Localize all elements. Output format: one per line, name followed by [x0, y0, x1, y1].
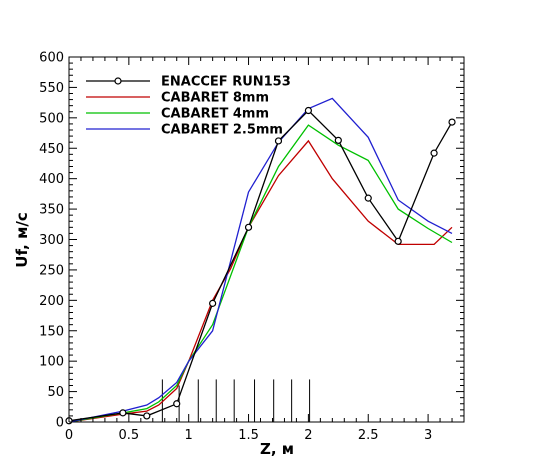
data-point: [274, 137, 283, 145]
data-point: [430, 149, 438, 157]
x-tick-label: 3: [424, 428, 432, 443]
series-line: [68, 97, 453, 423]
data-point: [364, 194, 372, 202]
data-point: [448, 118, 456, 126]
y-tick-label: 100: [39, 355, 64, 370]
series-line: [68, 124, 453, 423]
x-tick-label: 0.5: [119, 428, 140, 443]
data-point: [143, 412, 151, 420]
x-tick-label: 1: [185, 428, 193, 443]
x-tick-label: 2.5: [358, 428, 379, 443]
y-tick-label: 250: [39, 263, 64, 278]
legend-label: ENACCEF RUN153: [161, 75, 291, 90]
x-tick-label: 1.5: [238, 428, 259, 443]
data-point: [334, 136, 342, 144]
y-tick-label: 550: [39, 81, 64, 96]
y-tick-label: 300: [39, 233, 64, 248]
y-tick-label: 0: [56, 416, 64, 431]
data-point: [119, 409, 127, 417]
legend-label: CABARET 2.5mm: [161, 123, 283, 138]
series-line: [68, 109, 453, 422]
y-tick-label: 400: [39, 172, 64, 187]
legend-label: CABARET 4mm: [161, 107, 269, 122]
y-tick-label: 50: [47, 385, 64, 400]
data-point: [244, 223, 253, 231]
y-axis-ticks: 0 50 100 150 200 250 300 350 400 450 500 550 600: [39, 51, 464, 431]
y-axis-title: Uf, м/с: [13, 212, 31, 267]
y-tick-label: 500: [39, 111, 64, 126]
y-tick-label: 350: [39, 203, 64, 218]
legend-marker: [114, 77, 122, 85]
x-tick-label: 0: [65, 428, 73, 443]
data-point: [394, 237, 402, 245]
y-tick-label: 200: [39, 294, 64, 309]
x-axis-ticks: 0 0.5 1 1.5 2 2.5 3: [65, 57, 453, 443]
reference-lines: [161, 379, 311, 422]
data-point: [304, 106, 312, 115]
data-point: [173, 400, 181, 408]
y-tick-label: 600: [39, 51, 64, 66]
y-tick-label: 450: [39, 142, 64, 157]
series-line: [68, 139, 453, 423]
data-point: [209, 299, 217, 307]
legend-label: CABARET 8mm: [161, 91, 269, 106]
x-axis-title: Z, м: [260, 440, 294, 458]
series-layer: [65, 97, 456, 425]
x-tick-label: 2: [304, 428, 312, 443]
y-tick-label: 150: [39, 324, 64, 339]
